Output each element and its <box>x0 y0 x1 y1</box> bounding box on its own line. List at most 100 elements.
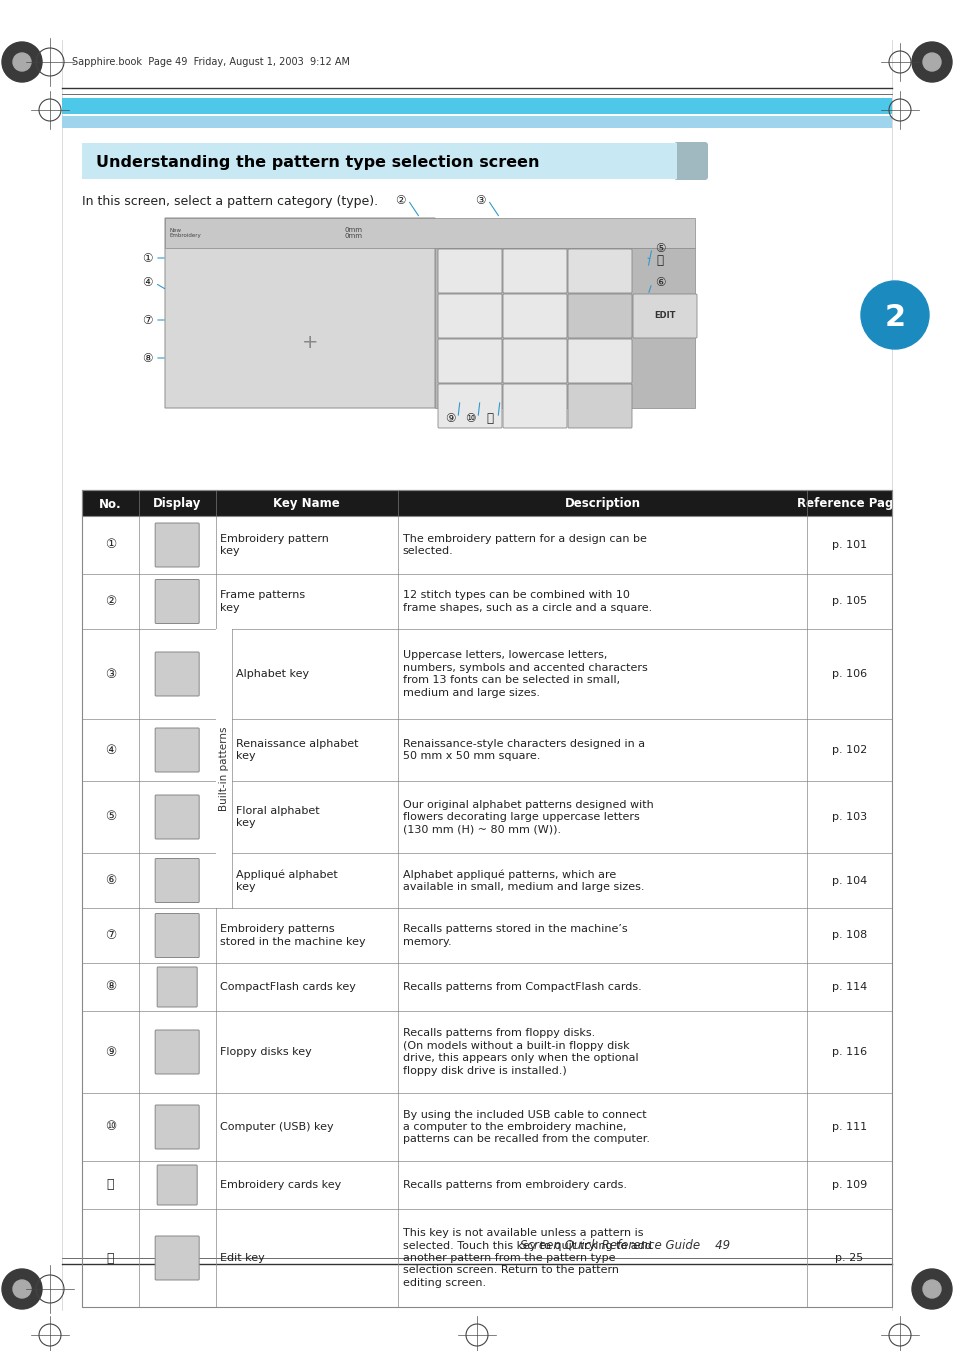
FancyBboxPatch shape <box>157 967 197 1006</box>
Text: ⑥: ⑥ <box>105 874 116 888</box>
Bar <box>62 99 891 113</box>
Circle shape <box>861 281 928 349</box>
Text: 2: 2 <box>883 303 904 331</box>
Text: Floral alphabet
key: Floral alphabet key <box>235 805 319 828</box>
Text: p. 111: p. 111 <box>831 1121 866 1132</box>
Text: p. 103: p. 103 <box>831 812 866 821</box>
Text: ⑦: ⑦ <box>105 929 116 942</box>
Text: p. 25: p. 25 <box>835 1252 862 1263</box>
Bar <box>62 116 891 128</box>
FancyBboxPatch shape <box>82 143 677 178</box>
Text: Reference Page: Reference Page <box>797 497 901 511</box>
Text: Renaissance-style characters designed in a
50 mm x 50 mm square.: Renaissance-style characters designed in… <box>402 739 644 761</box>
Text: ⑫: ⑫ <box>107 1251 114 1265</box>
Text: Our original alphabet patterns designed with
flowers decorating large uppercase : Our original alphabet patterns designed … <box>402 800 653 835</box>
FancyBboxPatch shape <box>155 580 199 624</box>
Bar <box>82 963 891 1011</box>
Circle shape <box>2 42 42 82</box>
FancyBboxPatch shape <box>157 1165 197 1205</box>
Text: ④: ④ <box>142 277 152 289</box>
Text: Embroidery pattern
key: Embroidery pattern key <box>219 534 328 557</box>
Text: New
Embroidery: New Embroidery <box>170 227 201 238</box>
FancyBboxPatch shape <box>165 218 435 408</box>
Text: ⑤: ⑤ <box>105 811 116 824</box>
FancyBboxPatch shape <box>155 794 199 839</box>
FancyBboxPatch shape <box>155 1029 199 1074</box>
Text: Embroidery cards key: Embroidery cards key <box>219 1179 340 1190</box>
Text: This key is not available unless a pattern is
selected. Touch this key to quit t: This key is not available unless a patte… <box>402 1228 651 1288</box>
Circle shape <box>13 1279 30 1298</box>
Bar <box>165 218 695 249</box>
Text: ②: ② <box>105 594 116 608</box>
FancyBboxPatch shape <box>155 1105 199 1148</box>
Text: Description: Description <box>564 497 639 511</box>
Text: ①: ① <box>105 539 116 551</box>
Text: p. 105: p. 105 <box>831 597 866 607</box>
Text: No.: No. <box>99 497 122 511</box>
Text: ⑧: ⑧ <box>105 981 116 993</box>
Bar <box>435 249 695 408</box>
Bar <box>82 1011 891 1093</box>
Text: p. 109: p. 109 <box>831 1179 866 1190</box>
Text: 0mm
0mm: 0mm 0mm <box>345 227 363 239</box>
FancyBboxPatch shape <box>502 295 566 338</box>
Circle shape <box>911 42 951 82</box>
Text: Appliqué alphabet
key: Appliqué alphabet key <box>235 869 337 892</box>
FancyBboxPatch shape <box>155 523 199 567</box>
Bar <box>82 852 891 908</box>
Text: 12 stitch types can be combined with 10
frame shapes, such as a circle and a squ: 12 stitch types can be combined with 10 … <box>402 590 652 613</box>
Circle shape <box>2 1269 42 1309</box>
Text: ⑦: ⑦ <box>142 313 152 327</box>
Text: p. 102: p. 102 <box>831 744 866 755</box>
Bar <box>82 1093 891 1161</box>
FancyBboxPatch shape <box>502 384 566 428</box>
Text: EDIT: EDIT <box>654 312 675 320</box>
Text: p. 116: p. 116 <box>831 1047 866 1056</box>
Text: Recalls patterns from floppy disks.
(On models without a built-in floppy disk
dr: Recalls patterns from floppy disks. (On … <box>402 1028 638 1075</box>
Text: Built-in patterns: Built-in patterns <box>218 727 229 811</box>
Text: Screen Quick Reference Guide    49: Screen Quick Reference Guide 49 <box>519 1239 729 1251</box>
Text: Embroidery patterns
stored in the machine key: Embroidery patterns stored in the machin… <box>219 924 365 947</box>
FancyBboxPatch shape <box>437 295 501 338</box>
Text: Recalls patterns from embroidery cards.: Recalls patterns from embroidery cards. <box>402 1179 626 1190</box>
Text: Recalls patterns from CompactFlash cards.: Recalls patterns from CompactFlash cards… <box>402 982 641 992</box>
Text: Frame patterns
key: Frame patterns key <box>219 590 304 613</box>
Text: ⑩: ⑩ <box>464 412 475 424</box>
Text: ⑧: ⑧ <box>142 351 152 365</box>
FancyBboxPatch shape <box>633 295 697 338</box>
Circle shape <box>923 53 940 72</box>
Bar <box>82 908 891 963</box>
Text: ⑨: ⑨ <box>444 412 455 424</box>
Bar <box>82 781 891 852</box>
Bar <box>82 719 891 781</box>
FancyBboxPatch shape <box>437 249 501 293</box>
FancyBboxPatch shape <box>567 249 631 293</box>
Text: +: + <box>301 334 318 353</box>
Text: Recalls patterns stored in the machine’s
memory.: Recalls patterns stored in the machine’s… <box>402 924 627 947</box>
Text: ⑪: ⑪ <box>107 1178 114 1192</box>
FancyBboxPatch shape <box>437 339 501 382</box>
Text: Display: Display <box>152 497 201 511</box>
Text: In this screen, select a pattern category (type).: In this screen, select a pattern categor… <box>82 195 377 208</box>
Bar <box>215 630 232 908</box>
Text: Edit key: Edit key <box>219 1252 264 1263</box>
FancyBboxPatch shape <box>673 142 707 180</box>
Text: Sapphire.book  Page 49  Friday, August 1, 2003  9:12 AM: Sapphire.book Page 49 Friday, August 1, … <box>71 57 350 68</box>
Text: Alphabet key: Alphabet key <box>235 669 309 680</box>
Text: ⑤: ⑤ <box>654 242 664 254</box>
FancyBboxPatch shape <box>155 653 199 696</box>
Text: Floppy disks key: Floppy disks key <box>219 1047 311 1056</box>
Text: ①: ① <box>142 251 152 265</box>
Bar <box>82 630 891 719</box>
Text: CompactFlash cards key: CompactFlash cards key <box>219 982 355 992</box>
Text: ⑨: ⑨ <box>105 1046 116 1058</box>
Circle shape <box>13 53 30 72</box>
Circle shape <box>911 1269 951 1309</box>
FancyBboxPatch shape <box>155 913 199 958</box>
FancyBboxPatch shape <box>437 384 501 428</box>
FancyBboxPatch shape <box>567 295 631 338</box>
FancyBboxPatch shape <box>567 384 631 428</box>
Text: Computer (USB) key: Computer (USB) key <box>219 1121 333 1132</box>
Bar <box>82 1161 891 1209</box>
Text: p. 114: p. 114 <box>831 982 866 992</box>
